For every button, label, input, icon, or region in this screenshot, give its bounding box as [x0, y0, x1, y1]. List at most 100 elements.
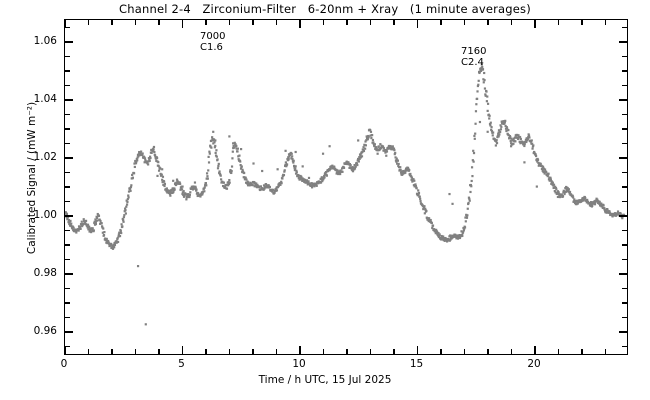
y-tick-right-1.015 [622, 171, 627, 174]
x-tick-20 [534, 346, 536, 354]
x-tick-top-8 [252, 20, 254, 25]
y-tick-1.06 [65, 41, 73, 43]
x-tick-top-18 [487, 20, 489, 25]
x-tick-23 [604, 349, 607, 354]
x-tick-7 [228, 349, 231, 354]
x-tick-label-3: 15 [409, 358, 424, 370]
x-tick-top-3 [134, 20, 137, 25]
y-tick-0.955 [65, 345, 70, 348]
flare-7160-id: 7160 [461, 46, 487, 57]
page-title: Channel 2-4 Zirconium-Filter 6-20nm + Xr… [119, 2, 531, 16]
y-tick-right-1.025 [622, 142, 627, 145]
y-tick-1.04 [65, 99, 73, 101]
y-tick-right-1.065 [622, 26, 627, 29]
x-tick-label-0: 0 [60, 358, 68, 370]
x-tick-top-17 [463, 20, 466, 25]
x-tick-top-4 [158, 20, 160, 25]
x-tick-1 [87, 349, 90, 354]
x-tick-top-15 [416, 20, 419, 28]
x-tick-top-2 [111, 20, 113, 25]
x-tick-14 [393, 349, 395, 354]
y-tick-right-1.01 [622, 186, 627, 188]
x-tick-3 [134, 349, 137, 354]
y-tick-1.055 [65, 55, 70, 58]
x-tick-5 [181, 346, 184, 354]
y-tick-right-1.06 [619, 41, 627, 43]
y-tick-label-3: 1.02 [33, 150, 57, 163]
y-tick-0.99 [65, 244, 70, 246]
x-tick-13 [369, 349, 372, 354]
flare-7160-class: C2.4 [461, 57, 484, 68]
x-tick-label-2: 10 [292, 358, 306, 370]
x-axis-title: Time / h UTC, 15 Jul 2025 [258, 374, 392, 386]
y-tick-label-1: 0.98 [33, 266, 57, 279]
y-tick-0.995 [65, 229, 70, 232]
x-tick-19 [510, 349, 513, 354]
y-tick-0.965 [65, 316, 70, 319]
x-tick-12 [346, 349, 348, 354]
x-tick-top-7 [228, 20, 231, 25]
x-tick-top-22 [581, 20, 583, 25]
plot-frame [64, 19, 628, 355]
y-tick-right-0.99 [622, 244, 627, 246]
y-tick-right-0.975 [622, 287, 627, 290]
y-tick-1.03 [65, 128, 70, 130]
y-tick-1 [65, 215, 73, 217]
x-tick-22 [581, 349, 583, 354]
flare-7000: 7000 C1.6 [200, 31, 225, 53]
y-tick-right-0.96 [619, 331, 627, 333]
y-tick-right-1.05 [622, 70, 627, 72]
y-tick-right-0.98 [619, 273, 627, 275]
y-tick-1.02 [65, 157, 73, 159]
y-tick-right-1.03 [622, 128, 627, 130]
x-tick-top-16 [440, 20, 442, 25]
x-tick-9 [275, 349, 278, 354]
x-tick-0 [65, 346, 66, 354]
y-tick-0.985 [65, 258, 70, 261]
x-tick-top-13 [369, 20, 372, 25]
y-tick-label-2: 1.00 [33, 208, 57, 221]
y-tick-right-0.965 [622, 316, 627, 319]
x-tick-21 [557, 349, 560, 354]
x-tick-label-1: 5 [178, 358, 185, 370]
x-tick-top-19 [510, 20, 513, 25]
y-tick-right-0.97 [622, 302, 627, 304]
y-tick-label-0: 0.96 [33, 324, 57, 337]
y-tick-1.025 [65, 142, 70, 145]
x-tick-top-11 [322, 20, 325, 25]
flare-7160: 7160 C2.4 [461, 46, 486, 68]
y-tick-1.05 [65, 70, 70, 72]
y-tick-right-0.955 [622, 345, 627, 348]
y-tick-0.975 [65, 287, 70, 290]
y-tick-1.005 [65, 200, 70, 203]
y-tick-right-1.005 [622, 200, 627, 203]
flare-7000-class: C1.6 [200, 42, 223, 53]
data-points-layer [65, 63, 626, 326]
x-tick-4 [158, 349, 160, 354]
y-tick-label-5: 1.06 [33, 35, 57, 48]
y-tick-right-1 [619, 215, 627, 217]
x-tick-8 [252, 349, 254, 354]
y-tick-1.015 [65, 171, 70, 174]
y-tick-1.045 [65, 84, 70, 87]
x-tick-top-0 [65, 20, 66, 28]
y-tick-right-1.02 [619, 157, 627, 159]
y-tick-right-1.035 [622, 113, 627, 116]
y-axis-title: Calibrated Signal / (mW m⁻²) [26, 101, 38, 255]
x-tick-top-21 [557, 20, 560, 25]
y-tick-right-0.985 [622, 258, 627, 261]
x-tick-11 [322, 349, 325, 354]
x-tick-18 [487, 349, 489, 354]
x-tick-top-9 [275, 20, 278, 25]
y-tick-0.97 [65, 302, 70, 304]
y-tick-right-1.045 [622, 84, 627, 87]
y-tick-right-1.04 [619, 99, 627, 101]
y-tick-0.96 [65, 331, 73, 333]
x-tick-top-6 [205, 20, 207, 25]
x-tick-top-23 [604, 20, 607, 25]
x-tick-top-12 [346, 20, 348, 25]
x-tick-top-10 [299, 20, 301, 28]
x-tick-6 [205, 349, 207, 354]
x-tick-top-20 [534, 20, 536, 28]
